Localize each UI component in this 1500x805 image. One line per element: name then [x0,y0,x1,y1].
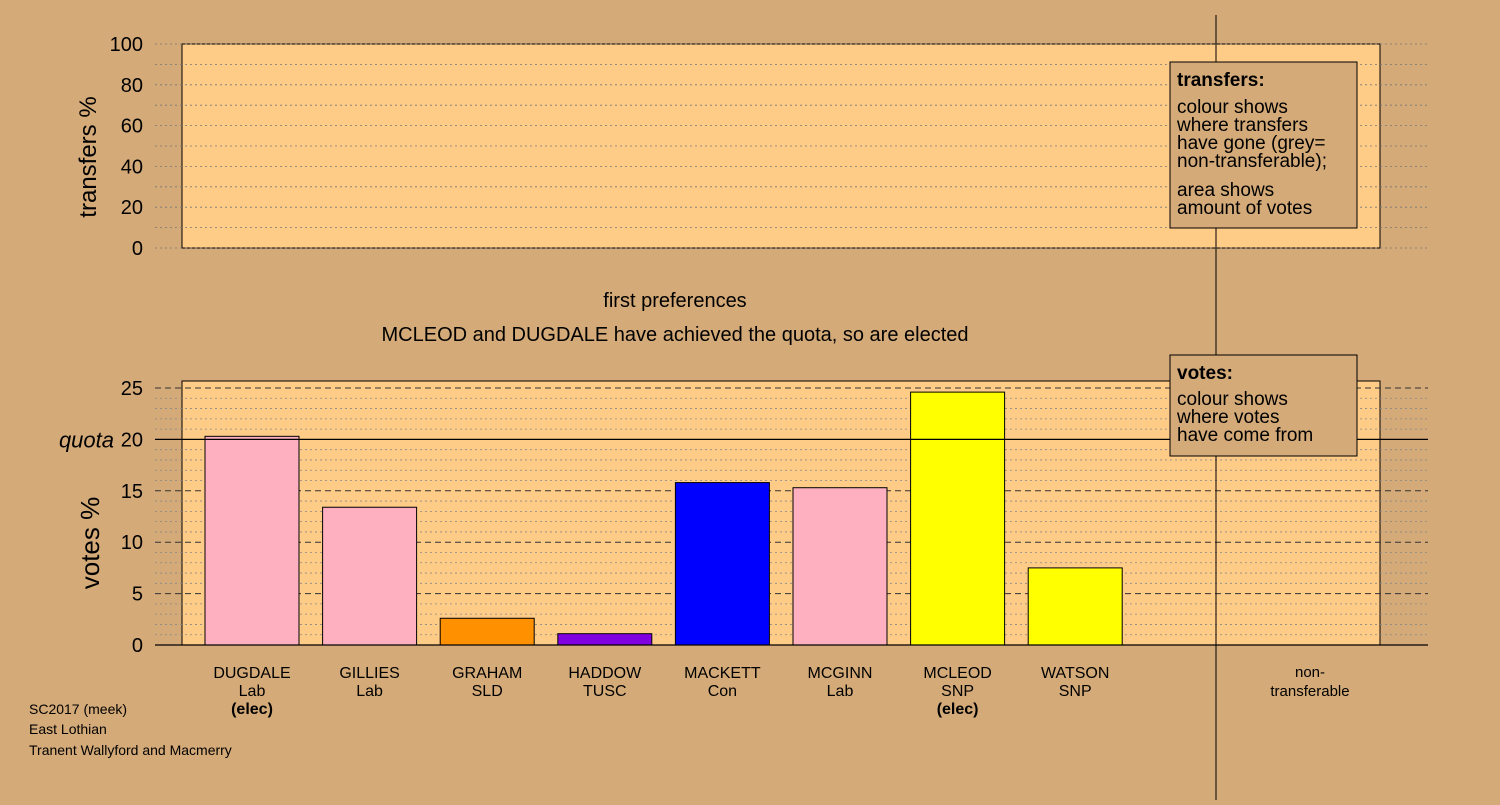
transfers-legend-line: non-transferable); [1177,151,1327,172]
votes-tick-label: 10 [121,532,143,554]
nontransferable-text: non- [1295,664,1325,681]
candidate-name: MCGINN [808,665,873,682]
candidate-name: GRAHAM [452,665,522,682]
transfers-tick-label: 0 [132,238,143,260]
candidate-party: Lab [239,683,266,700]
votes-legend-line: have come from [1177,425,1313,446]
stage-message: MCLEOD and DUGDALE have achieved the quo… [382,324,969,346]
candidate-party: Lab [356,683,383,700]
votes-tick-label: 15 [121,481,143,503]
candidate-party: Con [708,683,737,700]
transfers-tick-label: 60 [121,116,143,138]
transfers-tick-labels: 0 20 40 60 80 100 [110,34,143,260]
candidate-status: (elec) [231,701,273,718]
bar-dugdale [204,435,300,646]
candidate-party: SLD [472,683,503,700]
footer-election: SC2017 (meek) [29,701,127,717]
candidate-name: GILLIES [339,665,399,682]
nontransferable-text: transferable [1270,683,1349,700]
vote-bars [204,391,1123,646]
candidate-name: HADDOW [568,665,642,682]
transfers-legend-line: amount of votes [1177,198,1312,219]
transfers-tick-label: 100 [110,34,143,56]
bar-haddow [557,633,653,646]
bar-graham [439,617,535,646]
votes-tick-label: 5 [132,584,143,606]
votes-legend-title: votes: [1177,363,1233,384]
votes-tick-labels: 0 5 10 15 20 25 [121,378,143,657]
votes-legend-line: where votes [1176,407,1279,428]
votes-legend-line: colour shows [1177,389,1288,410]
candidate-name: MACKETT [684,665,761,682]
transfers-axis-label: transfers % [75,96,102,217]
stage-label: first preferences [603,290,746,312]
transfers-tick-label: 80 [121,75,143,97]
candidate-party: SNP [941,683,974,700]
candidate-status: (elec) [937,701,979,718]
candidate-name: MCLEOD [923,665,991,682]
footer-ward: Tranent Wallyford and Macmerry [29,742,232,758]
bar-mcginn [792,487,888,646]
votes-tick-label: 0 [132,635,143,657]
candidate-party: TUSC [583,683,627,700]
nontransferable-label: non-transferable [1270,664,1349,700]
candidate-name: WATSON [1041,665,1109,682]
quota-label: quota [59,427,114,452]
footer-council: East Lothian [29,721,107,737]
votes-axis-label: votes % [75,497,105,590]
transfers-legend-line: have gone (grey= [1177,133,1325,154]
transfers-tick-label: 20 [121,197,143,219]
bar-mackett [674,482,770,646]
candidate-party: SNP [1059,683,1092,700]
candidate-party: Lab [827,683,854,700]
candidate-name: DUGDALE [213,665,290,682]
bar-watson [1027,567,1123,646]
transfers-legend-title: transfers: [1177,70,1265,91]
transfers-legend-line: area shows [1177,180,1274,201]
bar-mcleod [910,391,1006,646]
transfers-legend-line: colour shows [1177,97,1288,118]
candidate-labels: DUGDALELab(elec)GILLIESLabGRAHAMSLDHADDO… [213,665,1109,718]
votes-tick-label: 20 [121,429,143,451]
votes-tick-label: 25 [121,378,143,400]
bar-gillies [322,506,418,646]
transfers-tick-label: 40 [121,156,143,178]
transfers-legend-line: where transfers [1176,115,1308,136]
